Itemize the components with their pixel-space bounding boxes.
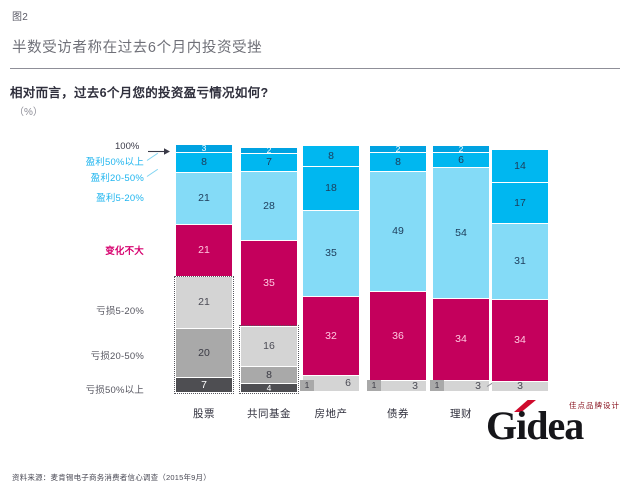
segment-loss-5-20: 3 <box>433 381 489 392</box>
legend-label-profit-50-plus: 盈利50%以上 <box>85 157 144 168</box>
segment-loss-5-20: 3 <box>370 381 426 392</box>
figure-label: 图2 <box>12 12 29 23</box>
segment-little-change: 32 <box>303 297 359 376</box>
segment-profit-20-50: 6 <box>433 153 489 168</box>
segment-loss-5-20: 6 <box>303 376 359 392</box>
segment-little-change: 21 <box>176 225 232 277</box>
bar-stock[interactable]: 3 8 21 21 21 20 7 <box>176 144 232 392</box>
question-text: 相对而言，过去6个月您的投资盈亏情况如何? <box>10 86 269 100</box>
bar-wealth-management[interactable]: 2 6 54 34 3 <box>433 145 489 392</box>
unit-label: （%） <box>14 107 43 118</box>
legend-label-little-change: 变化不大 <box>105 246 144 257</box>
segment-loss-5-20: 3 <box>492 381 548 392</box>
segment-profit-50-plus: 2 <box>241 146 297 155</box>
segment-little-change: 34 <box>492 300 548 382</box>
legend-leader-line-2 <box>146 168 159 177</box>
segment-loss-50-plus: 4 <box>241 384 297 392</box>
segment-loss-5-20: 21 <box>176 277 232 329</box>
legend-label-profit-5-20: 盈利5-20% <box>96 193 144 204</box>
bar-bond[interactable]: 2 8 49 36 3 <box>370 145 426 392</box>
segment-profit-50-plus: 3 <box>176 144 232 153</box>
segment-loss-5-20: 16 <box>241 327 297 367</box>
segment-profit-20-50-top: 14 <box>492 150 548 183</box>
segment-profit-5-20: 28 <box>241 172 297 241</box>
segment-profit-20-50: 18 <box>303 167 359 211</box>
segment-loss-50-plus: 7 <box>176 378 232 392</box>
legend-label-loss-5-20: 亏损5-20% <box>96 306 144 317</box>
bar-real-estate[interactable]: 8 18 35 32 6 <box>303 146 359 392</box>
segment-little-change: 34 <box>433 299 489 381</box>
category-label-real-estate: 房地产 <box>314 408 348 420</box>
segment-profit-20-50: 8 <box>370 153 426 172</box>
segment-loss-20-50-bond: 1 <box>367 380 381 391</box>
segment-profit-20-50: 17 <box>492 183 548 224</box>
header-divider <box>10 68 620 69</box>
logo-tagline: 佳点品牌设计 <box>569 401 620 410</box>
segment-little-change: 35 <box>241 241 297 327</box>
segment-loss-20-50-real-estate: 1 <box>300 380 314 391</box>
segment-profit-50-plus: 2 <box>433 145 489 153</box>
category-label-mutual-fund: 共同基金 <box>247 408 291 420</box>
source-note: 资料来源：麦肯锡电子商务消费者信心调查（2015年9月） <box>12 473 211 482</box>
category-label-wealth: 理财 <box>450 408 472 420</box>
segment-loss-20-50: 8 <box>241 367 297 384</box>
legend-label-loss-20-50: 亏损20-50% <box>90 351 144 362</box>
segment-profit-5-20: 49 <box>370 172 426 292</box>
brand-logo: 佳点品牌设计 Gidea <box>486 398 622 446</box>
logo-wordmark: Gidea <box>486 403 584 448</box>
category-label-stock: 股票 <box>193 408 215 420</box>
bar-overall[interactable]: 14 17 31 34 3 <box>492 150 548 392</box>
segment-profit-5-20: 21 <box>176 173 232 225</box>
bar-mutual-fund[interactable]: 2 7 28 35 16 8 4 <box>241 146 297 392</box>
legend-label-profit-20-50: 盈利20-50% <box>90 173 144 184</box>
axis-arrow-icon <box>148 148 170 155</box>
axis-top-label: 100% <box>115 141 140 152</box>
segment-profit-20-50: 8 <box>176 153 232 173</box>
segment-profit-20-50: 7 <box>241 154 297 172</box>
legend-label-loss-50-plus: 亏损50%以上 <box>85 385 144 396</box>
segment-profit-5-20: 31 <box>492 224 548 300</box>
segment-profit-5-20: 35 <box>303 211 359 297</box>
segment-loss-20-50-wealth: 1 <box>430 380 444 391</box>
segment-profit-20-50-top: 8 <box>303 146 359 167</box>
segment-little-change: 36 <box>370 292 426 381</box>
segment-profit-50-plus: 2 <box>370 145 426 153</box>
category-label-bond: 债券 <box>387 408 409 420</box>
segment-loss-20-50: 20 <box>176 329 232 378</box>
page-title: 半数受访者称在过去6个月内投资受挫 <box>12 40 263 56</box>
segment-profit-5-20: 54 <box>433 168 489 299</box>
